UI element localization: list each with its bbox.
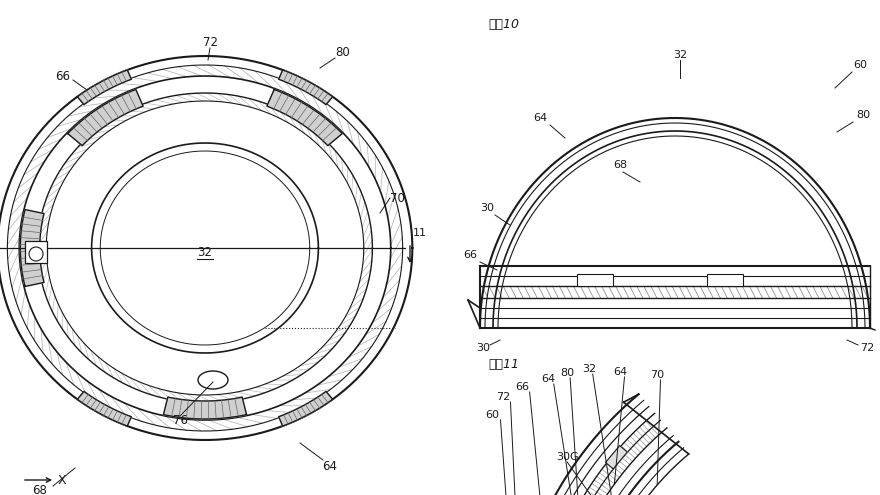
- Text: 30: 30: [480, 203, 494, 213]
- Text: 72: 72: [202, 37, 217, 50]
- Text: 80: 80: [335, 47, 350, 59]
- Polygon shape: [164, 397, 246, 419]
- Text: 32: 32: [583, 364, 597, 374]
- Polygon shape: [267, 90, 342, 146]
- Polygon shape: [605, 446, 627, 469]
- Text: 64: 64: [542, 374, 556, 384]
- Text: 80: 80: [856, 110, 870, 120]
- Text: 32: 32: [673, 50, 687, 60]
- Text: 72: 72: [860, 343, 874, 353]
- FancyBboxPatch shape: [25, 241, 47, 263]
- Text: 30: 30: [476, 343, 490, 353]
- Text: 11: 11: [413, 228, 427, 238]
- Text: 66: 66: [516, 382, 530, 392]
- Bar: [577, 274, 613, 286]
- Polygon shape: [279, 392, 333, 426]
- Text: 60: 60: [853, 60, 867, 70]
- Text: X: X: [58, 474, 67, 487]
- Text: 60: 60: [486, 410, 500, 420]
- Text: 66: 66: [55, 69, 70, 83]
- Text: 70: 70: [390, 192, 405, 204]
- Text: 72: 72: [496, 392, 510, 402]
- Text: 68: 68: [33, 484, 48, 495]
- Text: 도면10: 도면10: [488, 18, 519, 31]
- Text: 68: 68: [613, 160, 627, 170]
- Circle shape: [29, 247, 43, 261]
- Text: 64: 64: [322, 459, 338, 473]
- Polygon shape: [77, 392, 131, 426]
- Polygon shape: [68, 90, 143, 146]
- Text: 76: 76: [172, 413, 187, 427]
- Ellipse shape: [198, 371, 228, 389]
- Bar: [707, 274, 743, 286]
- Text: 80: 80: [560, 368, 575, 378]
- Text: 32: 32: [198, 247, 212, 259]
- Text: 도면11: 도면11: [488, 358, 519, 371]
- Polygon shape: [20, 209, 44, 287]
- Polygon shape: [77, 70, 131, 104]
- Text: 30G: 30G: [556, 452, 578, 462]
- Text: 66: 66: [463, 250, 477, 260]
- Text: 70: 70: [650, 370, 664, 380]
- Polygon shape: [279, 70, 333, 104]
- Text: 64: 64: [533, 113, 547, 123]
- Text: 64: 64: [613, 367, 627, 377]
